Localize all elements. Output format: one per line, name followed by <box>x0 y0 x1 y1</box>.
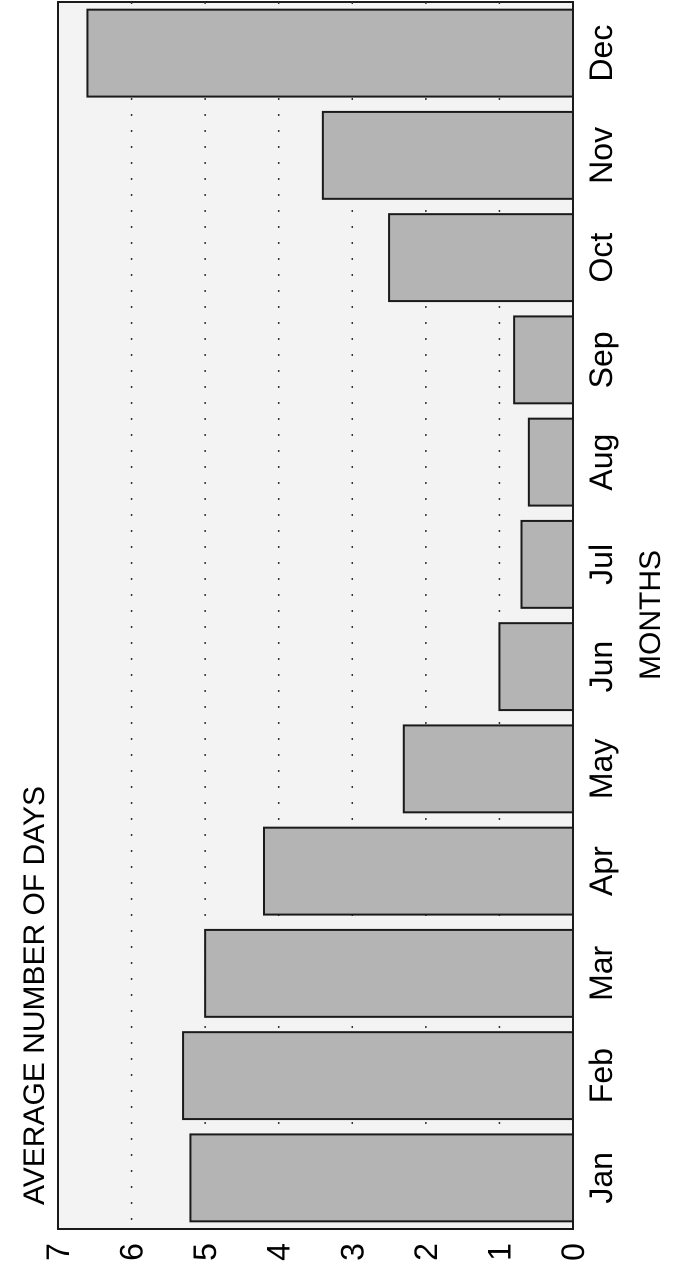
x-tick-label-dec: Dec <box>583 25 619 82</box>
x-tick-label-apr: Apr <box>583 846 619 896</box>
x-axis-ticks: Jan Feb Mar Apr May Jun Jul Aug Sep Oct Nov Dec <box>583 25 619 1204</box>
bar-apr <box>263 826 574 916</box>
y-axis-ticks: 0 1 2 3 4 5 6 7 <box>40 1243 591 1261</box>
bars <box>86 8 575 1223</box>
y-tick-label: 3 <box>334 1243 370 1261</box>
y-axis-title: AVERAGE NUMBER OF DAYS <box>18 786 51 1205</box>
y-tick-label: 5 <box>187 1243 223 1261</box>
y-tick-label: 0 <box>555 1243 591 1261</box>
y-tick-label: 1 <box>481 1243 517 1261</box>
plot-background <box>57 1 574 1230</box>
x-tick-label-jun: Jun <box>583 641 619 693</box>
x-tick-label-nov: Nov <box>583 127 619 184</box>
x-tick-label-jan: Jan <box>583 1152 619 1204</box>
bar-jan <box>189 1133 575 1223</box>
x-tick-label-feb: Feb <box>583 1048 619 1103</box>
bar-dec <box>86 8 575 98</box>
bar-may <box>402 724 574 814</box>
x-tick-label-aug: Aug <box>583 434 619 491</box>
y-tick-label: 7 <box>40 1243 76 1261</box>
bar-aug <box>527 417 574 507</box>
x-tick-label-may: May <box>583 739 619 799</box>
y-tick-label: 2 <box>408 1243 444 1261</box>
x-tick-label-jul: Jul <box>583 544 619 585</box>
x-axis-title: MONTHS <box>634 550 667 680</box>
bar-oct <box>388 213 575 303</box>
bar-jul <box>520 519 574 609</box>
y-tick-label: 4 <box>261 1243 297 1261</box>
y-tick-label: 6 <box>114 1243 150 1261</box>
x-tick-label-oct: Oct <box>583 233 619 283</box>
x-tick-label-mar: Mar <box>583 945 619 1000</box>
bar-feb <box>182 1031 574 1121</box>
bar-sep <box>513 315 575 405</box>
bar-nov <box>321 110 574 200</box>
x-tick-label-sep: Sep <box>583 331 619 388</box>
bar-mar <box>204 928 574 1018</box>
bar-jun <box>498 622 574 712</box>
